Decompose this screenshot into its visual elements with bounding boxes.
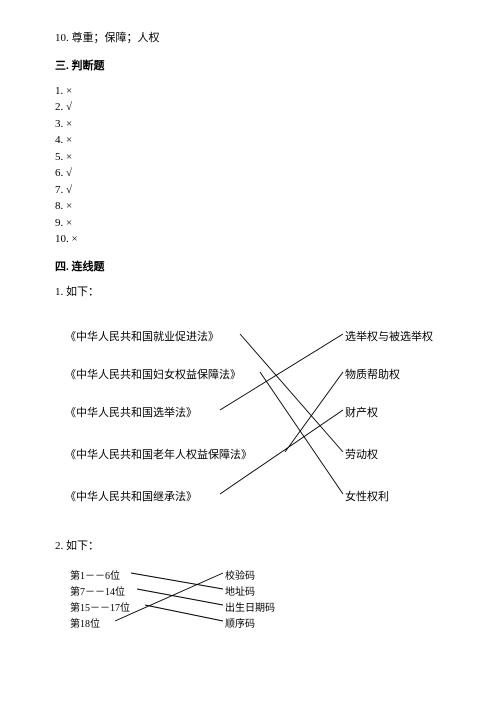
matching-diagram-2: 第1－－6位第7－－14位第15－－17位第18位 校验码地址码出生日期码顺序码 [55, 567, 445, 647]
match2-left-item: 第1－－6位 [70, 567, 120, 582]
tf-item: 3. × [55, 116, 445, 133]
match2-right-item: 顺序码 [225, 615, 255, 630]
match2-right-item: 地址码 [225, 583, 255, 598]
tf-item: 6. √ [55, 165, 445, 182]
match2-left-item: 第18位 [70, 615, 100, 630]
tf-item: 1. × [55, 83, 445, 100]
tf-item: 10. × [55, 231, 445, 248]
match-left-item: 《中华人民共和国妇女权益保障法》 [65, 366, 241, 382]
match-right-item: 财产权 [345, 404, 378, 420]
tf-item: 7. √ [55, 182, 445, 199]
matching-lines-1 [55, 318, 445, 538]
match-left-item: 《中华人民共和国选举法》 [65, 404, 197, 420]
match-right-item: 女性权利 [345, 488, 389, 504]
match2-right-item: 校验码 [225, 567, 255, 582]
q1-label: 1. 如下： [55, 284, 445, 301]
tf-item: 4. × [55, 132, 445, 149]
tf-item: 2. √ [55, 99, 445, 116]
match-left-item: 《中华人民共和国就业促进法》 [65, 328, 219, 344]
match-right-item: 物质帮助权 [345, 366, 400, 382]
match-left-item: 《中华人民共和国老年人权益保障法》 [65, 446, 252, 462]
section-4-title: 四. 连线题 [55, 258, 445, 274]
tf-item: 8. × [55, 198, 445, 215]
match-left-item: 《中华人民共和国继承法》 [65, 488, 197, 504]
matching-diagram-1: 《中华人民共和国就业促进法》《中华人民共和国妇女权益保障法》《中华人民共和国选举… [55, 318, 445, 538]
tf-item: 5. × [55, 149, 445, 166]
match2-left-item: 第15－－17位 [70, 599, 130, 614]
section-3-title: 三. 判断题 [55, 57, 445, 73]
tf-item: 9. × [55, 215, 445, 232]
true-false-list: 1. × 2. √ 3. × 4. × 5. × 6. √ 7. √ 8. × … [55, 83, 445, 248]
q2-label: 2. 如下： [55, 538, 445, 555]
match2-left-item: 第7－－14位 [70, 583, 125, 598]
answer-10: 10. 尊重；保障；人权 [55, 30, 445, 47]
match-right-item: 选举权与被选举权 [345, 328, 433, 344]
match-right-item: 劳动权 [345, 446, 378, 462]
match2-right-item: 出生日期码 [225, 599, 275, 614]
